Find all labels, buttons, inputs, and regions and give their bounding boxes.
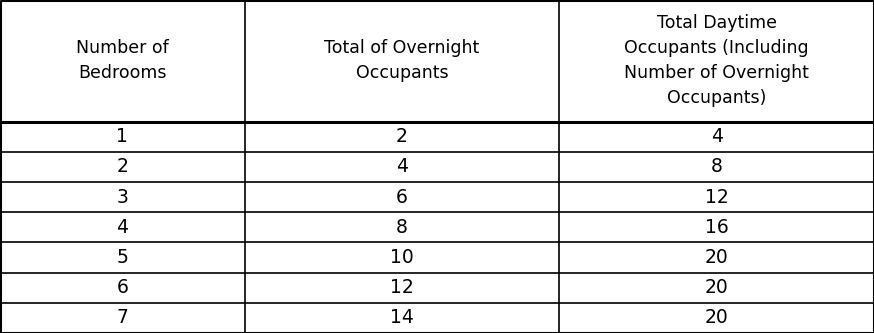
Text: 5: 5 [116,248,128,267]
Text: 6: 6 [116,278,128,297]
Text: 20: 20 [704,278,729,297]
Text: Number of
Bedrooms: Number of Bedrooms [76,39,169,82]
Text: 10: 10 [390,248,414,267]
Text: 2: 2 [396,127,408,146]
Text: 20: 20 [704,308,729,327]
Text: 12: 12 [704,187,729,206]
Text: 12: 12 [390,278,414,297]
Text: 14: 14 [390,308,414,327]
Text: 4: 4 [711,127,723,146]
Text: 16: 16 [704,218,729,237]
Text: 2: 2 [116,158,128,176]
Text: Total Daytime
Occupants (Including
Number of Overnight
Occupants): Total Daytime Occupants (Including Numbe… [624,14,809,107]
Text: 4: 4 [396,158,408,176]
Text: 8: 8 [711,158,723,176]
Text: 20: 20 [704,248,729,267]
Text: 4: 4 [116,218,128,237]
Text: 8: 8 [396,218,408,237]
Text: Total of Overnight
Occupants: Total of Overnight Occupants [324,39,480,82]
Text: 6: 6 [396,187,408,206]
Text: 3: 3 [116,187,128,206]
Text: 1: 1 [116,127,128,146]
Text: 7: 7 [116,308,128,327]
